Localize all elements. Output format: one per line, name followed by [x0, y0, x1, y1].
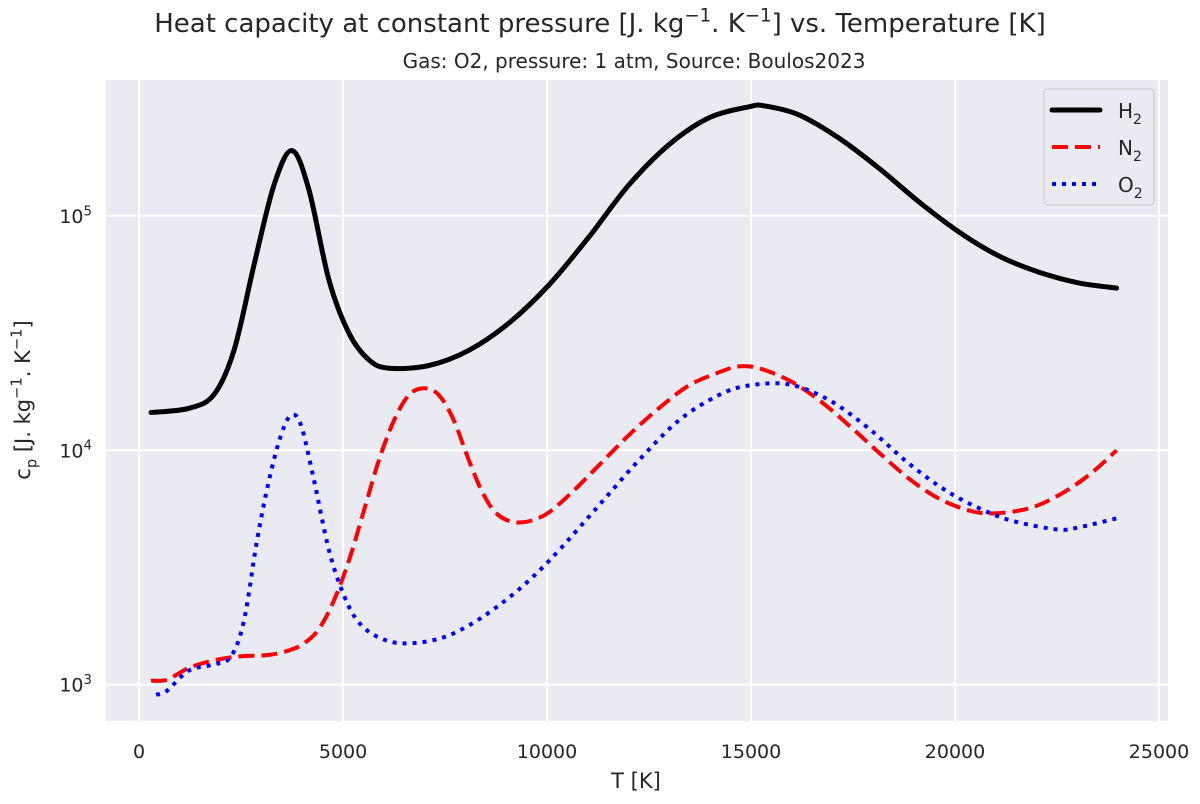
legend: H2​ N2​ O2​ [1043, 88, 1155, 206]
x-tick-label: 25000 [1129, 741, 1189, 763]
legend-label: N2​ [1118, 136, 1142, 165]
x-tick-label: 10000 [517, 741, 577, 763]
y-tick-label: 105​ [59, 204, 92, 228]
x-axis-label: T [K] [610, 769, 661, 793]
x-tick-label: 5000 [319, 741, 367, 763]
tick-labels: 0 5000 10000 15000 20000 25000 103​ 104​ 105​ [59, 204, 1189, 763]
chart-title: Heat capacity at constant pressure [J. k… [154, 6, 1046, 39]
y-axis-label: cp​ [J. kg−1​. K−1​] [9, 320, 41, 479]
plot-background [106, 80, 1168, 721]
series-line-n2 [150, 364, 1118, 683]
x-tick-label: 0 [133, 741, 145, 763]
y-tick-label: 103​ [59, 673, 92, 697]
y-tick-label: 104​ [59, 439, 92, 463]
chart-subtitle: Gas: O2, pressure: 1 atm, Source: Boulos… [403, 49, 866, 73]
legend-label: H2​ [1118, 99, 1142, 128]
legend-label: O2​ [1118, 173, 1143, 202]
grid [106, 80, 1168, 721]
x-tick-label: 20000 [925, 741, 985, 763]
series-line-h2 [148, 102, 1120, 415]
x-tick-label: 15000 [721, 741, 781, 763]
series-lines [148, 102, 1120, 697]
